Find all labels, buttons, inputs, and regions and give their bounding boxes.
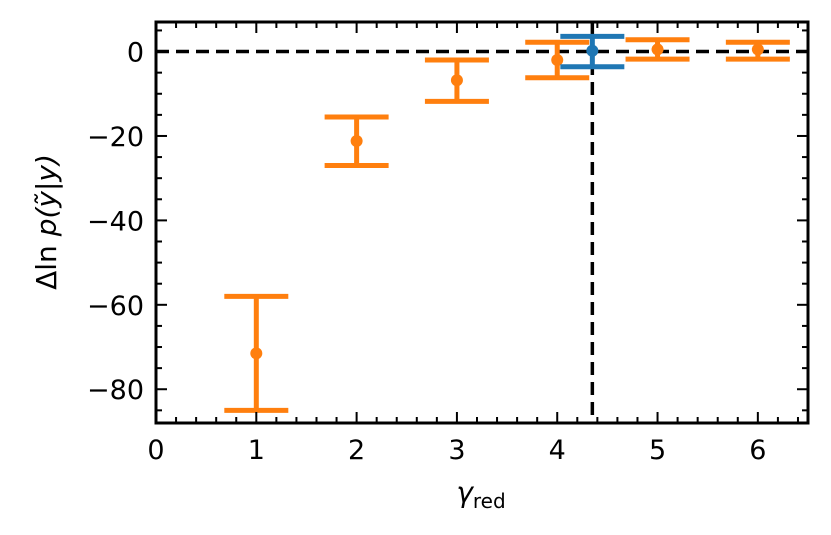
errorbar-point [224,293,289,413]
y-tick-label: 0 [127,38,144,69]
errorbar-point [324,114,389,169]
x-tick-label: 0 [147,435,164,466]
y-axis-label: Δln p(ỹ|y) [30,154,63,290]
data-point [651,43,664,56]
y-tick-label: −20 [87,122,144,153]
y-tick-label: −80 [87,375,144,406]
y-tick-label: −40 [87,206,144,237]
x-tick-label: 1 [248,435,265,466]
x-tick-label: 3 [448,435,465,466]
errorbar-point [560,33,625,70]
x-axis-label: γred [456,476,505,513]
y-tick-labels: 0 −20 −40 −60 −80 [87,38,144,407]
y-tick-label: −60 [87,291,144,322]
errorbar-point [424,57,489,104]
data-point [350,135,363,148]
x-tick-label: 6 [749,435,766,466]
plot-frame [154,20,810,425]
data-point [751,43,764,56]
errorbar-point [725,39,790,62]
data-marks [224,33,790,413]
data-point [250,347,263,360]
x-tick-labels: 0 1 2 3 4 5 6 [147,435,766,466]
errorbar-point [625,37,690,62]
axis-ticks [155,22,808,423]
data-point [551,53,564,66]
x-tick-label: 4 [549,435,566,466]
reference-lines [156,22,808,423]
data-point [586,44,599,57]
data-point [450,74,463,87]
x-tick-label: 5 [649,435,666,466]
x-tick-label: 2 [348,435,365,466]
errorbar-point [525,39,590,81]
